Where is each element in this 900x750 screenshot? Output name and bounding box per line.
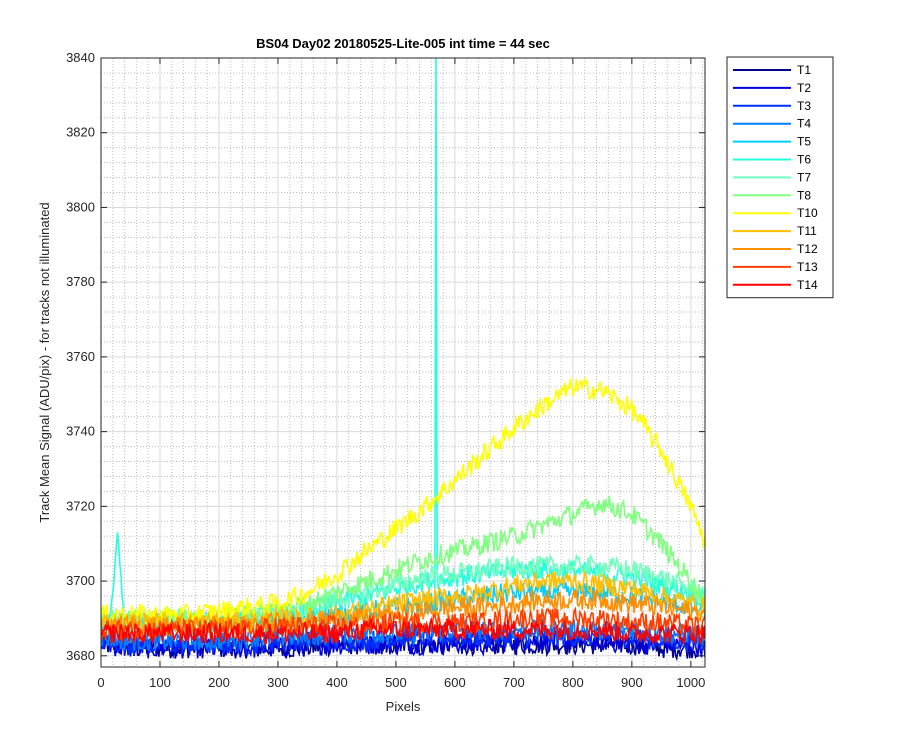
legend-label-t4: T4	[797, 117, 811, 131]
series-group	[101, 58, 705, 662]
y-tick-label: 3740	[66, 424, 95, 439]
series-line-t14	[101, 616, 705, 646]
series-line-t8	[101, 495, 705, 630]
legend-label-t7: T7	[797, 170, 811, 184]
legend-label-t2: T2	[797, 81, 811, 95]
legend-label-t8: T8	[797, 188, 811, 202]
y-axis-label: Track Mean Signal (ADU/pix) - for tracks…	[37, 202, 52, 522]
y-tick-label: 3760	[66, 349, 95, 364]
y-tick-label: 3840	[66, 50, 95, 65]
legend-label-t14: T14	[797, 278, 818, 292]
legend-label-t1: T1	[797, 63, 811, 77]
legend-label-t10: T10	[797, 206, 818, 220]
x-tick-label: 300	[267, 675, 289, 690]
y-tick-label: 3700	[66, 573, 95, 588]
y-tick-label: 3780	[66, 274, 95, 289]
legend-label-t3: T3	[797, 99, 811, 113]
y-tick-label: 3820	[66, 125, 95, 140]
x-axis-label: Pixels	[386, 699, 421, 714]
legend-label-t6: T6	[797, 153, 811, 167]
legend-label-t13: T13	[797, 260, 818, 274]
x-tick-label: 500	[385, 675, 407, 690]
chart-title: BS04 Day02 20180525-Lite-005 int time = …	[256, 36, 550, 51]
x-tick-label: 200	[208, 675, 230, 690]
x-tick-label: 0	[97, 675, 104, 690]
plot-frame	[100, 57, 706, 668]
legend-label-t12: T12	[797, 242, 818, 256]
series-line-t13	[101, 606, 705, 641]
x-tick-label: 900	[621, 675, 643, 690]
x-tick-label: 100	[149, 675, 171, 690]
x-tick-label: 700	[503, 675, 525, 690]
legend-label-t11: T11	[797, 224, 817, 238]
legend-label-t5: T5	[797, 135, 811, 149]
y-tick-label: 3800	[66, 199, 95, 214]
x-tick-label: 400	[326, 675, 348, 690]
series-line-t10	[101, 375, 705, 626]
x-tick-label: 600	[444, 675, 466, 690]
legend: T1 T2 T3 T4 T5 T6 T7 T8 T10 T11 T12 T13 T14	[726, 56, 834, 299]
x-tick-label: 800	[562, 675, 584, 690]
x-tick-label: 1000	[676, 675, 705, 690]
y-tick-label: 3720	[66, 498, 95, 513]
y-tick-label: 3680	[66, 648, 95, 663]
tick-labels: 0 100 200 300 400 500 600 700 800 900 1000 3680 3700…	[66, 50, 705, 690]
ticks	[100, 57, 705, 667]
series-line-t11	[101, 569, 705, 634]
